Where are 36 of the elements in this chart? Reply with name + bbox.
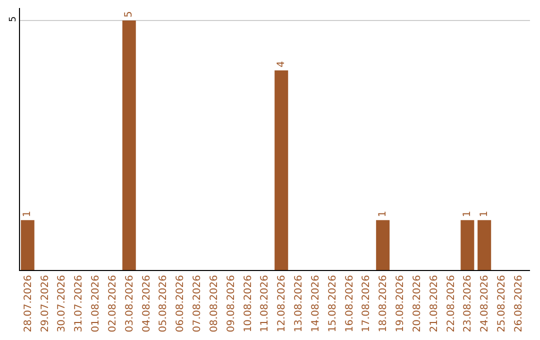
x-tick-label: 08.08.2026 <box>208 275 220 332</box>
x-tick-label: 18.08.2026 <box>378 275 390 332</box>
x-tick-label: 15.08.2026 <box>327 275 338 332</box>
data-label: 1 <box>377 210 388 218</box>
x-tick-label: 31.07.2026 <box>74 275 85 332</box>
data-label: 1 <box>462 210 473 218</box>
x-tick-label: 30.07.2026 <box>56 275 68 332</box>
x-tick-label: 26.08.2026 <box>513 275 524 332</box>
x-tick-label: 16.08.2026 <box>344 275 356 332</box>
x-tick-label: 03.08.2026 <box>124 275 136 332</box>
x-tick-label: 12.08.2026 <box>276 275 288 332</box>
x-tick-label: 06.08.2026 <box>175 275 186 332</box>
x-tick-label: 19.08.2026 <box>395 275 406 332</box>
x-tick-label: 21.08.2026 <box>428 275 440 332</box>
x-tick-label: 11.08.2026 <box>260 275 271 332</box>
x-tick-label: 09.08.2026 <box>226 275 237 332</box>
x-tick-label: 22.08.2026 <box>446 275 457 332</box>
x-tick-label: 01.08.2026 <box>90 275 102 332</box>
x-tick-label: 24.08.2026 <box>480 275 491 332</box>
x-tick-label: 10.08.2026 <box>242 275 254 332</box>
data-label: 1 <box>478 210 490 218</box>
x-tick-label: 04.08.2026 <box>141 275 152 332</box>
x-tick-label: 29.07.2026 <box>40 275 51 332</box>
data-label: 5 <box>124 11 135 18</box>
x-tick-label: 13.08.2026 <box>294 275 305 332</box>
x-tick-label: 20.08.2026 <box>412 275 423 332</box>
x-tick-label: 25.08.2026 <box>496 275 508 332</box>
x-tick-label: 23.08.2026 <box>462 275 474 332</box>
data-label: 1 <box>22 210 34 218</box>
x-tick-label: 05.08.2026 <box>158 275 170 332</box>
x-tick-label: 02.08.2026 <box>107 275 118 332</box>
x-tick-label: 14.08.2026 <box>310 275 322 332</box>
x-tick-label: 17.08.2026 <box>361 275 372 332</box>
data-label: 4 <box>276 61 287 68</box>
x-tick-label: 28.07.2026 <box>22 275 34 332</box>
x-tick-label: 07.08.2026 <box>192 275 204 332</box>
